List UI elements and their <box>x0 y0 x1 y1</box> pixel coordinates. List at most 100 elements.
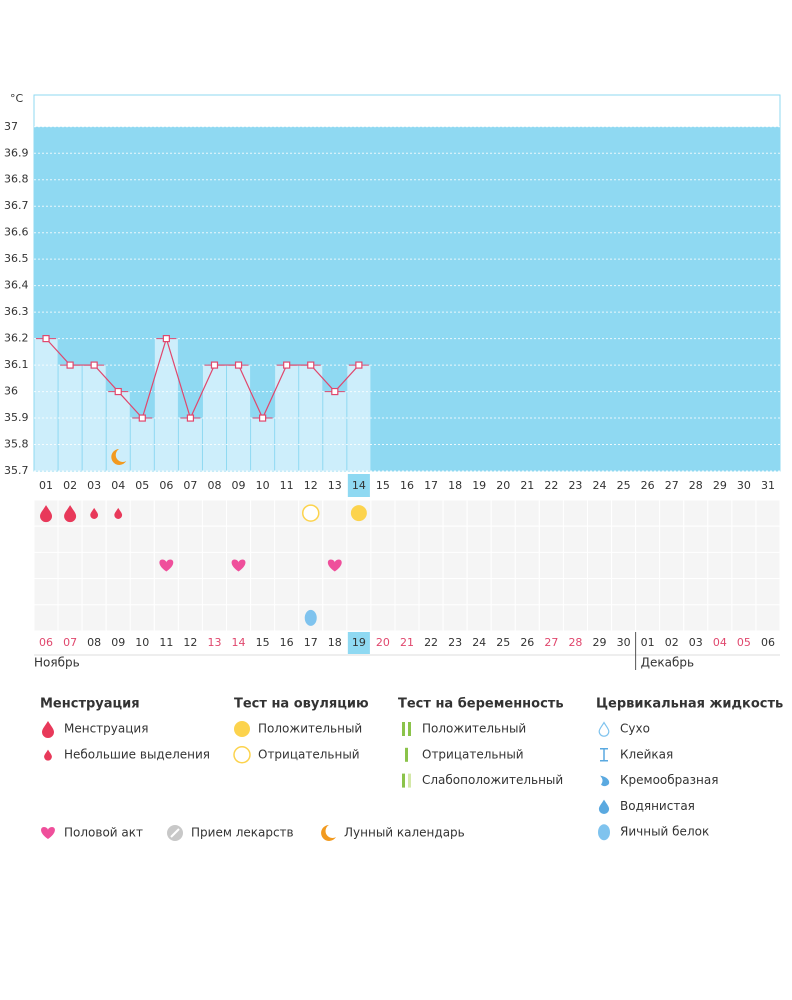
event-cell <box>683 499 709 527</box>
icon-shape <box>402 722 405 736</box>
event-cell <box>731 525 757 553</box>
event-cell <box>394 604 420 632</box>
event-cell <box>201 578 228 606</box>
event-cell <box>490 604 516 632</box>
icon-drop-small <box>114 507 123 519</box>
event-cell <box>153 525 179 553</box>
calendar-date: 27 <box>544 636 558 649</box>
event-cell <box>635 525 661 553</box>
event-cell <box>611 499 637 527</box>
bar <box>154 338 178 471</box>
event-cell <box>81 604 107 632</box>
event-cell <box>81 551 107 580</box>
event-cell <box>442 604 468 632</box>
icon-shape <box>598 721 610 737</box>
x-tick-label: 10 <box>256 479 270 492</box>
event-cell <box>33 525 59 553</box>
event-cell <box>683 578 709 606</box>
event-cell <box>635 551 661 580</box>
icon-shape <box>321 825 336 841</box>
today-box <box>347 632 370 654</box>
event-cell <box>226 578 252 606</box>
x-tick-label: 01 <box>39 479 53 492</box>
calendar-date: 08 <box>87 636 101 649</box>
event-cell <box>274 499 300 527</box>
y-tick-label: 36.8 <box>4 173 29 186</box>
icon-shape <box>598 799 610 815</box>
icon-shape <box>90 507 99 519</box>
event-cell <box>755 551 781 580</box>
event-cell <box>442 525 468 553</box>
event-cell <box>153 578 179 606</box>
icon-bars-2-light <box>402 773 411 788</box>
calendar-date: 10 <box>135 636 149 649</box>
event-cell <box>322 525 348 553</box>
calendar-date: 19 <box>352 636 366 649</box>
event-cell <box>394 525 420 553</box>
event-cell <box>562 525 588 553</box>
event-cell <box>755 578 781 606</box>
event-cell <box>129 578 155 606</box>
event-cell <box>683 604 709 632</box>
event-cell <box>57 578 83 606</box>
x-tick-label: 16 <box>400 479 414 492</box>
y-tick-label: 37 <box>4 120 18 133</box>
legend-label: Положительный <box>258 722 362 736</box>
icon-shape <box>41 827 55 839</box>
event-cell <box>466 499 492 527</box>
event-cell <box>346 604 372 632</box>
point <box>114 387 122 396</box>
event-cell <box>250 499 276 527</box>
icon-egg <box>598 824 610 841</box>
event-cell <box>177 578 203 606</box>
event-cell <box>129 499 155 527</box>
calendar-date: 04 <box>713 636 727 649</box>
icon-shape <box>64 505 77 523</box>
icon-shape <box>350 505 367 522</box>
icon-pill <box>167 825 183 841</box>
calendar-date: 07 <box>63 636 77 649</box>
icon-moon <box>111 449 127 465</box>
x-tick-label: 29 <box>713 479 727 492</box>
y-tick-label: 36.1 <box>4 358 29 371</box>
event-cell <box>490 578 516 606</box>
event-cell <box>442 551 468 580</box>
event-cell <box>177 551 203 580</box>
x-tick-label: 05 <box>135 479 149 492</box>
point <box>42 335 50 343</box>
event-cell <box>490 499 516 527</box>
calendar-date: 17 <box>304 636 318 649</box>
x-tick-label: 09 <box>232 479 246 492</box>
event-cell <box>274 578 300 606</box>
x-tick-label: 13 <box>328 479 342 492</box>
x-tick-label: 24 <box>593 479 607 492</box>
calendar-date: 11 <box>159 636 173 649</box>
event-cell <box>562 604 588 632</box>
event-cell <box>611 551 637 580</box>
icon-shape <box>408 722 411 736</box>
calendar-date: 15 <box>256 636 270 649</box>
event-cell <box>731 499 757 527</box>
y-tick-label: 36.2 <box>4 332 29 345</box>
event-cell <box>394 551 420 580</box>
event-cell <box>250 578 276 606</box>
event-cell <box>57 604 83 632</box>
icon-shape <box>42 721 54 738</box>
x-tick-label: 23 <box>568 479 582 492</box>
event-cell <box>226 604 252 632</box>
event-cell <box>322 604 348 632</box>
icon-heart <box>327 559 342 572</box>
calendar-date: 22 <box>424 636 438 649</box>
legend-label: Водянистая <box>620 799 695 813</box>
icon-shape <box>301 504 320 522</box>
event-cell <box>731 578 757 606</box>
event-cell <box>370 499 396 527</box>
event-cell <box>105 525 131 553</box>
icon-shape <box>600 748 608 762</box>
event-cell <box>514 604 540 632</box>
icon-circle-open <box>301 504 320 522</box>
icon-drop-big <box>42 721 54 738</box>
x-tick-label: 17 <box>424 479 438 492</box>
x-tick-label: 25 <box>617 479 631 492</box>
month-label: Декабрь <box>641 656 694 670</box>
